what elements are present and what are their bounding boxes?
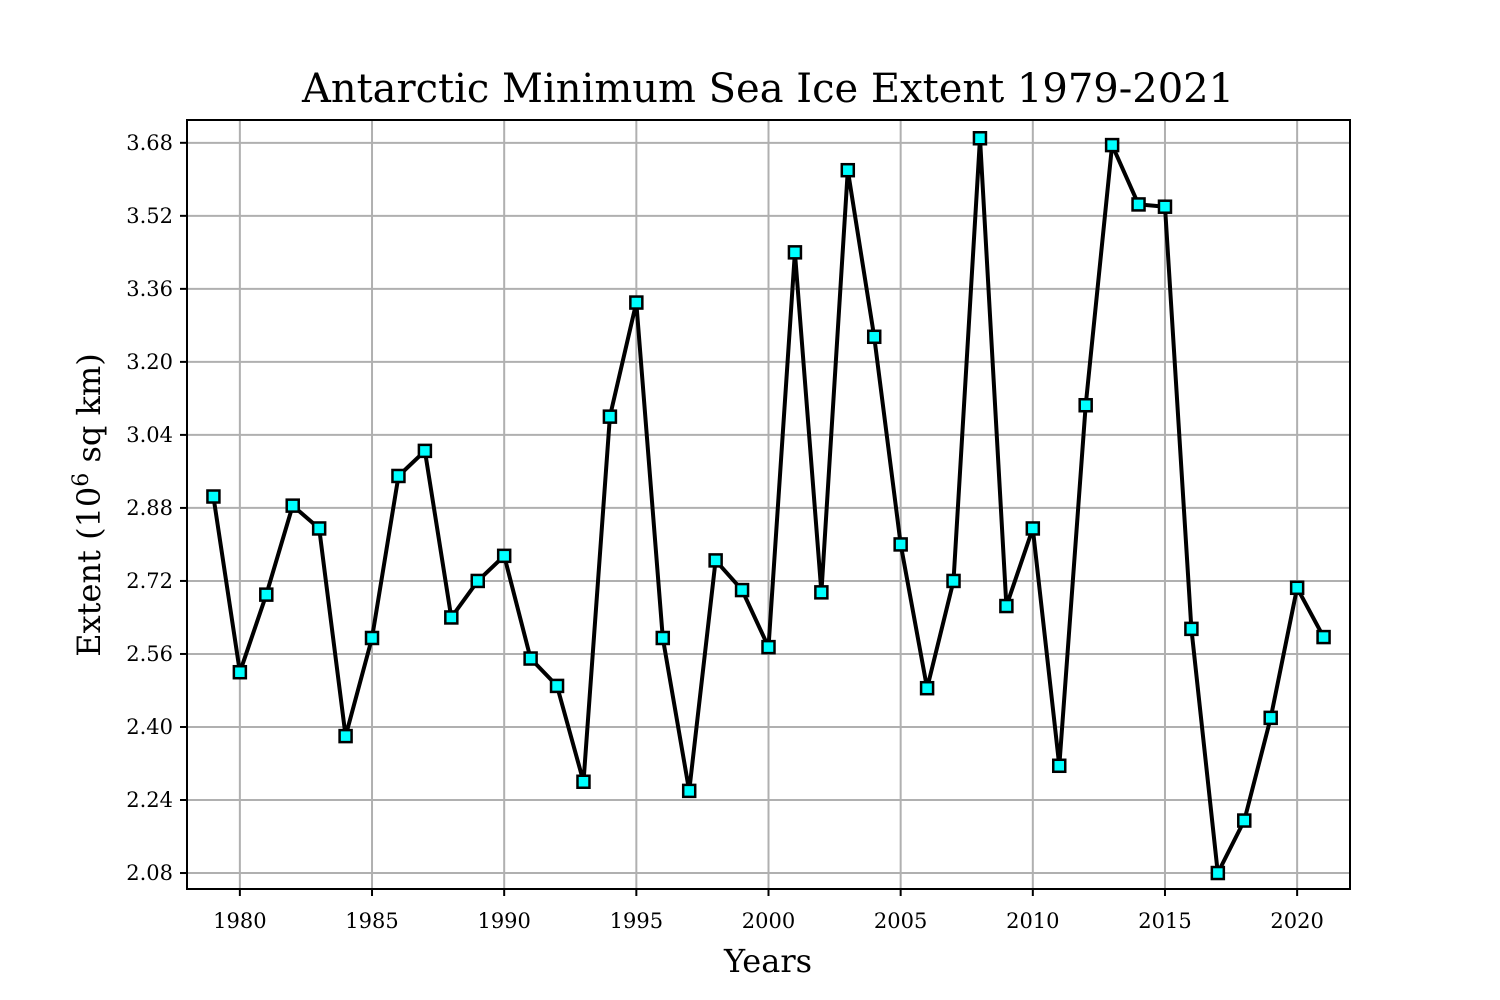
y-axis-label-main: Extent (10 [70,487,108,657]
data-point [444,610,459,625]
data-point [866,329,882,345]
x-tick-label: 2000 [742,909,795,933]
data-point [761,639,776,655]
data-point [1263,710,1278,726]
data-point [285,498,300,513]
y-axis-label: Extent (106 sq km) [69,353,108,657]
y-tick-label: 2.72 [126,569,173,593]
x-tick-label: 2015 [1138,909,1191,933]
data-markers [206,131,1331,881]
y-tick-label: 3.52 [126,204,173,228]
x-tick-label: 1985 [345,909,398,933]
data-point [1289,580,1305,596]
data-point [1184,621,1199,637]
data-point [972,131,988,146]
data-point [681,783,697,799]
data-point [629,295,644,310]
data-point [470,573,485,589]
data-point [523,651,538,666]
chart-title: Antarctic Minimum Sea Ice Extent 1979-20… [301,66,1234,112]
data-point [999,598,1014,614]
data-point [549,678,565,694]
y-axis-label-unit: sq km) [70,353,108,472]
data-point [576,774,591,790]
data-point [734,582,750,598]
x-tick-label: 1980 [213,909,266,933]
y-tick-label: 2.08 [126,861,173,885]
data-point [259,587,274,602]
y-tick-label: 2.88 [126,496,173,520]
data-point [1316,629,1331,645]
data-point [1157,199,1173,214]
x-tick-label: 2005 [874,909,927,933]
grid-lines [187,120,1350,889]
data-point [946,573,961,589]
data-point [1131,197,1146,212]
data-point [602,409,618,424]
data-point [1237,813,1252,828]
y-tick-label: 2.40 [126,715,173,739]
data-point [1210,865,1226,881]
y-tick-label: 3.68 [126,131,173,155]
x-axis-label: Years [723,942,812,980]
data-point [1025,521,1041,536]
data-point [655,630,671,646]
y-tick-label: 3.20 [126,350,173,374]
x-tick-label: 1995 [610,909,663,933]
data-point [787,245,803,260]
data-point [1052,758,1067,774]
x-tick-label: 2020 [1270,909,1323,933]
series-extent [206,131,1331,881]
data-point [893,537,908,552]
data-point [417,443,433,459]
y-axis-label-exponent: 6 [69,473,94,487]
data-point [338,728,353,744]
data-point [708,553,723,568]
y-tick-label: 2.56 [126,642,173,666]
y-axis-ticks: 2.08 2.24 2.40 2.56 2.72 2.88 3.04 3.20 3.36 3.52… [126,131,187,885]
data-point [496,548,512,564]
y-tick-label: 2.24 [126,788,173,812]
data-point [311,521,327,536]
data-point [206,489,221,504]
data-point [364,630,380,646]
data-point [919,680,935,696]
x-axis-ticks: 1980 1985 1990 1995 2000 2005 2010 2015 2020 [213,889,1324,933]
data-point [1104,137,1120,153]
x-tick-label: 2010 [1006,909,1059,933]
data-point [840,162,856,178]
x-tick-label: 1990 [477,909,530,933]
data-point [814,585,829,600]
y-tick-label: 3.36 [126,277,173,301]
data-point [391,468,406,484]
data-point [1078,397,1093,413]
y-tick-label: 3.04 [126,423,173,447]
data-point [232,664,248,680]
